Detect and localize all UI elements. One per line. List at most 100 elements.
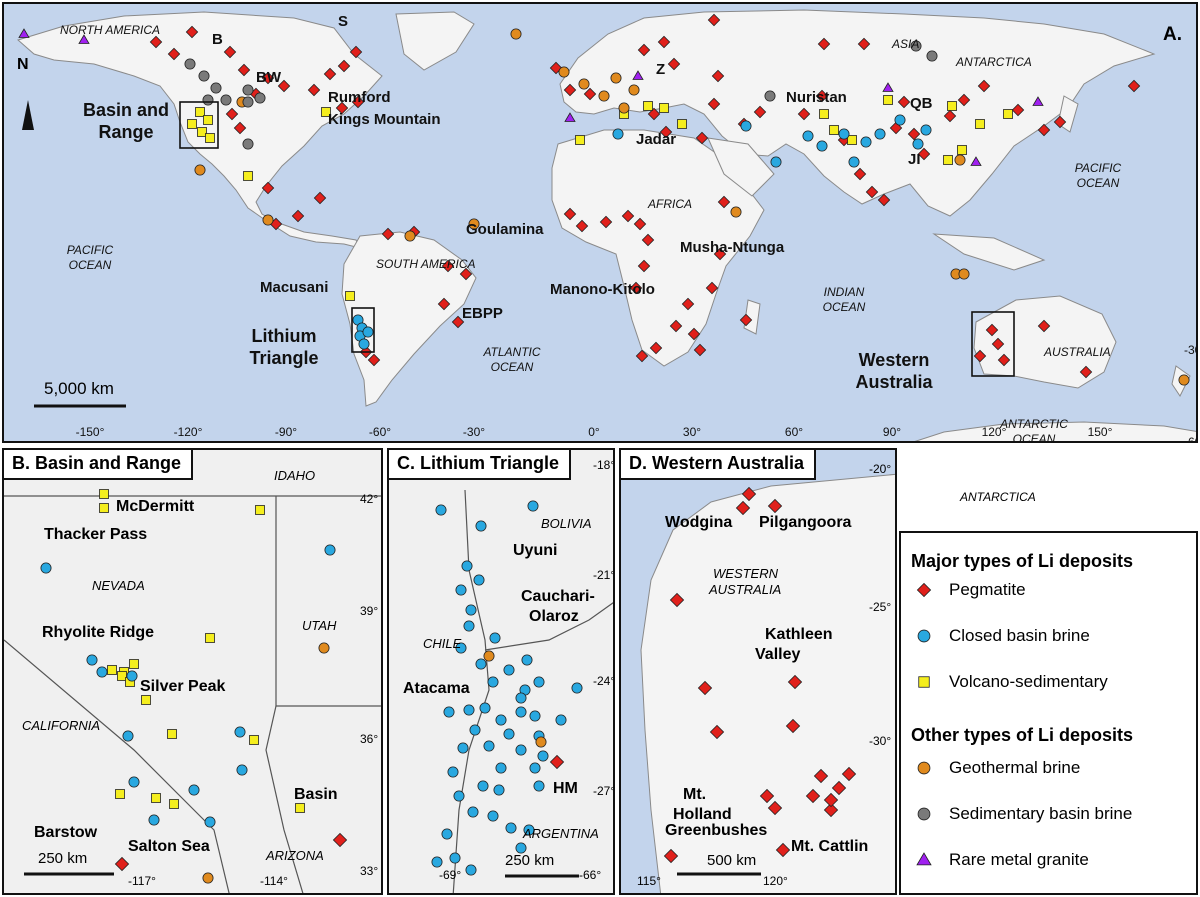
purple-triangle-icon bbox=[916, 852, 932, 866]
blue-circle-marker bbox=[487, 810, 499, 822]
region-label: ASIA bbox=[891, 37, 919, 51]
deposit-label: Valley bbox=[755, 646, 801, 663]
deposit-label: Uyuni bbox=[513, 542, 558, 559]
orange-circle-icon bbox=[917, 761, 931, 775]
deposit-label: Basin bbox=[294, 786, 338, 803]
blue-circle-marker bbox=[148, 814, 160, 826]
yellow-square-marker bbox=[129, 659, 139, 669]
blue-circle-marker bbox=[912, 138, 924, 150]
blue-circle-marker bbox=[515, 692, 527, 704]
yellow-square-marker bbox=[205, 133, 215, 143]
region-label: ANTARCTICA bbox=[955, 55, 1032, 69]
deposit-label: Mt. Cattlin bbox=[791, 838, 869, 855]
deposit-label: Atacama bbox=[403, 680, 470, 697]
red-diamond-marker bbox=[713, 247, 727, 261]
blue-circle-marker bbox=[917, 629, 931, 643]
yellow-square-marker bbox=[947, 101, 957, 111]
blue-circle-marker bbox=[537, 750, 549, 762]
blue-circle-marker bbox=[555, 714, 567, 726]
blue-circle-marker bbox=[463, 620, 475, 632]
deposit-label: QB bbox=[910, 95, 933, 112]
yellow-square-marker bbox=[107, 665, 117, 675]
deposit-label: HM bbox=[553, 780, 578, 797]
blue-circle-marker bbox=[455, 584, 467, 596]
orange-circle-marker bbox=[483, 650, 495, 662]
deposit-label: B bbox=[212, 31, 223, 48]
red-diamond-marker bbox=[237, 63, 251, 77]
red-diamond-marker bbox=[977, 79, 991, 93]
red-diamond-marker bbox=[583, 87, 597, 101]
red-diamond-marker bbox=[669, 319, 683, 333]
blue-circle-marker bbox=[128, 776, 140, 788]
ocean-label: INDIAN bbox=[824, 285, 865, 299]
latitude-tick: -25° bbox=[869, 600, 892, 614]
blue-circle-marker bbox=[495, 762, 507, 774]
inset-region-label: Triangle bbox=[249, 348, 318, 368]
western-australia-markers bbox=[663, 486, 857, 864]
red-diamond-marker bbox=[659, 125, 673, 139]
red-diamond-marker bbox=[657, 35, 671, 49]
blue-circle-marker bbox=[86, 654, 98, 666]
orange-circle-marker bbox=[917, 761, 931, 775]
red-diamond-marker bbox=[349, 45, 363, 59]
orange-circle-marker bbox=[468, 218, 480, 230]
blue-circle-marker bbox=[358, 338, 370, 350]
yellow-square-marker bbox=[167, 729, 177, 739]
orange-circle-marker bbox=[1178, 374, 1190, 386]
red-diamond-marker bbox=[831, 780, 847, 796]
purple-triangle-marker bbox=[1032, 96, 1044, 106]
region-label: NORTH AMERICA bbox=[60, 23, 160, 37]
basin-range-inset-box bbox=[179, 101, 219, 149]
blue-circle-marker bbox=[505, 822, 517, 834]
blue-circle-marker bbox=[515, 706, 527, 718]
gray-circle-marker bbox=[242, 96, 254, 108]
gray-circle-marker bbox=[917, 807, 931, 821]
yellow-square-marker bbox=[295, 803, 305, 813]
red-diamond-marker bbox=[332, 832, 348, 848]
red-diamond-marker bbox=[693, 343, 707, 357]
antarctica-landmass bbox=[914, 421, 1196, 441]
latitude-tick: -21° bbox=[593, 568, 615, 582]
red-diamond-marker bbox=[451, 315, 465, 329]
purple-triangle-marker bbox=[78, 34, 90, 44]
world-map-canvas: NORTH AMERICA ASIA AFRICA SOUTH AMERICA AUST… bbox=[4, 4, 1198, 443]
blue-circle-marker bbox=[234, 726, 246, 738]
yellow-square-marker bbox=[99, 503, 109, 513]
blue-circle-marker bbox=[816, 140, 828, 152]
yellow-square-marker bbox=[195, 107, 205, 117]
latitude-tick: -30° bbox=[1184, 343, 1198, 357]
red-diamond-marker bbox=[149, 35, 163, 49]
deposit-label: Thacker Pass bbox=[44, 526, 148, 543]
deposit-label: Barstow bbox=[34, 824, 98, 841]
gray-circle-marker bbox=[926, 50, 938, 62]
blue-circle-marker bbox=[802, 130, 814, 142]
blue-circle-marker bbox=[848, 156, 860, 168]
legend-item-label: Volcano-sedimentary bbox=[949, 672, 1108, 691]
yellow-square-marker bbox=[659, 103, 669, 113]
red-diamond-marker bbox=[797, 107, 811, 121]
yellow-square-marker bbox=[943, 155, 953, 165]
africa-landmass bbox=[551, 129, 765, 367]
red-diamond-marker bbox=[973, 349, 987, 363]
ocean-label: PACIFIC bbox=[1075, 161, 1122, 175]
legend-item: Rare metal granite bbox=[913, 849, 1089, 871]
blue-circle-marker bbox=[533, 676, 545, 688]
western-australia-land bbox=[640, 473, 895, 893]
red-diamond-marker bbox=[563, 83, 577, 97]
red-diamond-marker bbox=[261, 181, 275, 195]
blue-circle-marker bbox=[455, 642, 467, 654]
deposit-label: Rumford bbox=[328, 89, 391, 106]
ocean-label: OCEAN bbox=[1013, 432, 1056, 443]
longitude-tick: -30° bbox=[463, 425, 485, 439]
orange-circle-marker bbox=[558, 66, 570, 78]
eurasia-landmass bbox=[559, 9, 1156, 217]
red-diamond-marker bbox=[707, 13, 721, 27]
blue-circle-marker bbox=[612, 128, 624, 140]
yellow-square-marker bbox=[99, 489, 109, 499]
longitude-tick: -90° bbox=[275, 425, 297, 439]
blue-circle-marker bbox=[521, 654, 533, 666]
orange-circle-marker bbox=[610, 72, 622, 84]
region-label: AUSTRALIA bbox=[1043, 345, 1111, 359]
purple-triangle-marker bbox=[916, 852, 932, 866]
blue-circle-marker bbox=[515, 744, 527, 756]
